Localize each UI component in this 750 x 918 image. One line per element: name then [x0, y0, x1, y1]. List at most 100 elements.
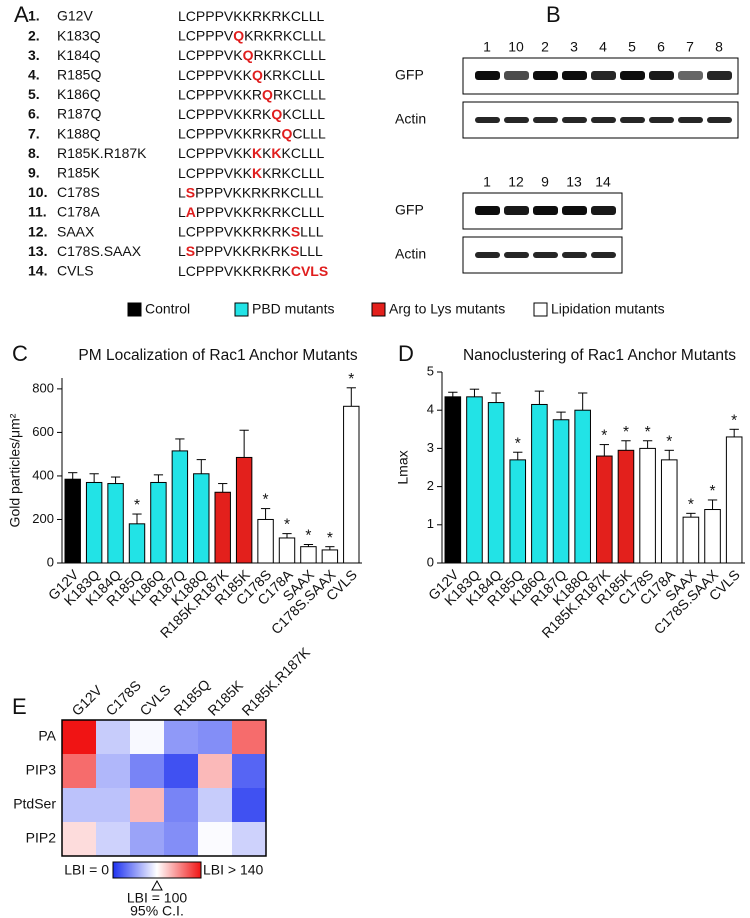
heatmap-cell [232, 788, 266, 822]
mutant-name: C178S [57, 184, 100, 200]
sequence-part: LCPPPVKKRKRK [178, 263, 291, 279]
band [591, 252, 616, 258]
heatmap-cell [130, 720, 164, 754]
bar [639, 447, 656, 564]
sequence-part: Q [262, 86, 273, 102]
sequence: LCPPPVKKKKRKCLLL [178, 165, 325, 181]
bar [235, 456, 253, 564]
heatmap-cell [130, 754, 164, 788]
sequence-part: LCPPPVKKR [178, 86, 262, 102]
bar [487, 402, 505, 564]
sequence-part: L [178, 204, 186, 220]
bar [257, 518, 274, 564]
sequence-part: S [186, 184, 195, 200]
band [678, 117, 703, 123]
bar [128, 523, 146, 564]
mutant-name: K184Q [57, 47, 101, 63]
sequence-part: LLL [299, 243, 323, 259]
row-label: PIP3 [26, 762, 57, 778]
significance-mark: * [134, 497, 140, 514]
panel-label: A [14, 2, 29, 27]
y-tick-label: 0 [47, 554, 54, 569]
sequence-part: LCPPPVKK [178, 145, 253, 161]
lane-label: 4 [599, 39, 607, 55]
sequence: LCPPPVKKKKKKCLLL [178, 145, 325, 161]
bar [85, 481, 103, 564]
significance-mark: * [263, 492, 269, 509]
row-number: 7. [28, 125, 40, 141]
bar [300, 546, 317, 564]
y-tick-label: 1 [427, 516, 434, 531]
row-label: PtdSer [13, 796, 56, 812]
mutant-name: R187Q [57, 106, 101, 122]
legend-label: Control [145, 301, 190, 317]
blot-label: Actin [395, 111, 426, 127]
band [591, 71, 616, 80]
mutant-name: CVLS [57, 263, 94, 279]
sequence: LCPPPVKKRKQKCLLL [178, 106, 325, 122]
band [475, 117, 500, 123]
bar [617, 449, 635, 564]
significance-mark: * [305, 528, 311, 545]
row-number: 8. [28, 145, 40, 161]
mutant-name: R185K [57, 165, 100, 181]
y-tick-label: 800 [32, 380, 54, 395]
row-number: 13. [28, 243, 47, 259]
y-tick-label: 4 [427, 402, 434, 417]
bar [725, 436, 743, 564]
bar [531, 403, 548, 564]
band [591, 206, 616, 215]
sequence: LCPPPVKKRQRKCLLL [178, 86, 326, 102]
column-label: R185Q [170, 676, 213, 719]
bar [509, 459, 527, 564]
lane-label: 5 [628, 39, 636, 55]
blot-label: Actin [395, 246, 426, 262]
band [533, 206, 558, 215]
band [649, 117, 674, 123]
band [475, 71, 500, 80]
bar [682, 516, 700, 564]
sequence-part: LCPPPVKKRK [178, 106, 272, 122]
significance-mark: * [348, 371, 354, 388]
sequence-part: LCPPPVKK [178, 165, 253, 181]
heatmap-cell [198, 720, 232, 754]
sequence-part: LCPPPVKKRKR [178, 125, 281, 141]
sequence-part: RKCLLL [273, 86, 326, 102]
sequence-part: LCPPPV [178, 27, 234, 43]
band [707, 117, 732, 123]
band [562, 252, 587, 258]
heatmap-cell [130, 822, 164, 856]
significance-mark: * [515, 435, 521, 452]
column-label: C178S [102, 677, 144, 719]
band [678, 71, 703, 80]
row-number: 9. [28, 165, 40, 181]
y-tick-label: 2 [427, 478, 434, 493]
row-number: 14. [28, 263, 47, 279]
sequence-part: S [290, 243, 299, 259]
sequence-part: PPPVKKRKRKCLLL [195, 184, 324, 200]
sequence-part: PPPVKKRKRKCLLL [196, 204, 325, 220]
heatmap-cell [62, 720, 96, 754]
row-number: 2. [28, 27, 40, 43]
sequence-part: K [252, 145, 262, 161]
sequence-part: Q [243, 47, 254, 63]
row-number: 3. [28, 47, 40, 63]
row-number: 10. [28, 184, 47, 200]
row-number: 12. [28, 223, 47, 239]
heatmap-cell [232, 822, 266, 856]
sequence: LCPPPVQKRKRKCLLL [178, 27, 326, 43]
mutant-name: C178A [57, 204, 100, 220]
y-tick-label: 600 [32, 424, 54, 439]
band [475, 206, 500, 215]
row-number: 4. [28, 67, 40, 83]
bar [444, 396, 462, 564]
lane-label: 12 [508, 174, 524, 190]
mutant-name: C178S.SAAX [57, 243, 142, 259]
sequence: LCPPPVKKRKRKCLLL [178, 8, 325, 24]
sequence-part: S [291, 223, 300, 239]
chart-title: PM Localization of Rac1 Anchor Mutants [78, 347, 357, 364]
sequence-part: LCPPPVKK [178, 67, 253, 83]
bar [574, 409, 591, 564]
y-axis-label: Gold particles/μm² [7, 413, 23, 527]
sequence-part: KCLLL [282, 106, 325, 122]
